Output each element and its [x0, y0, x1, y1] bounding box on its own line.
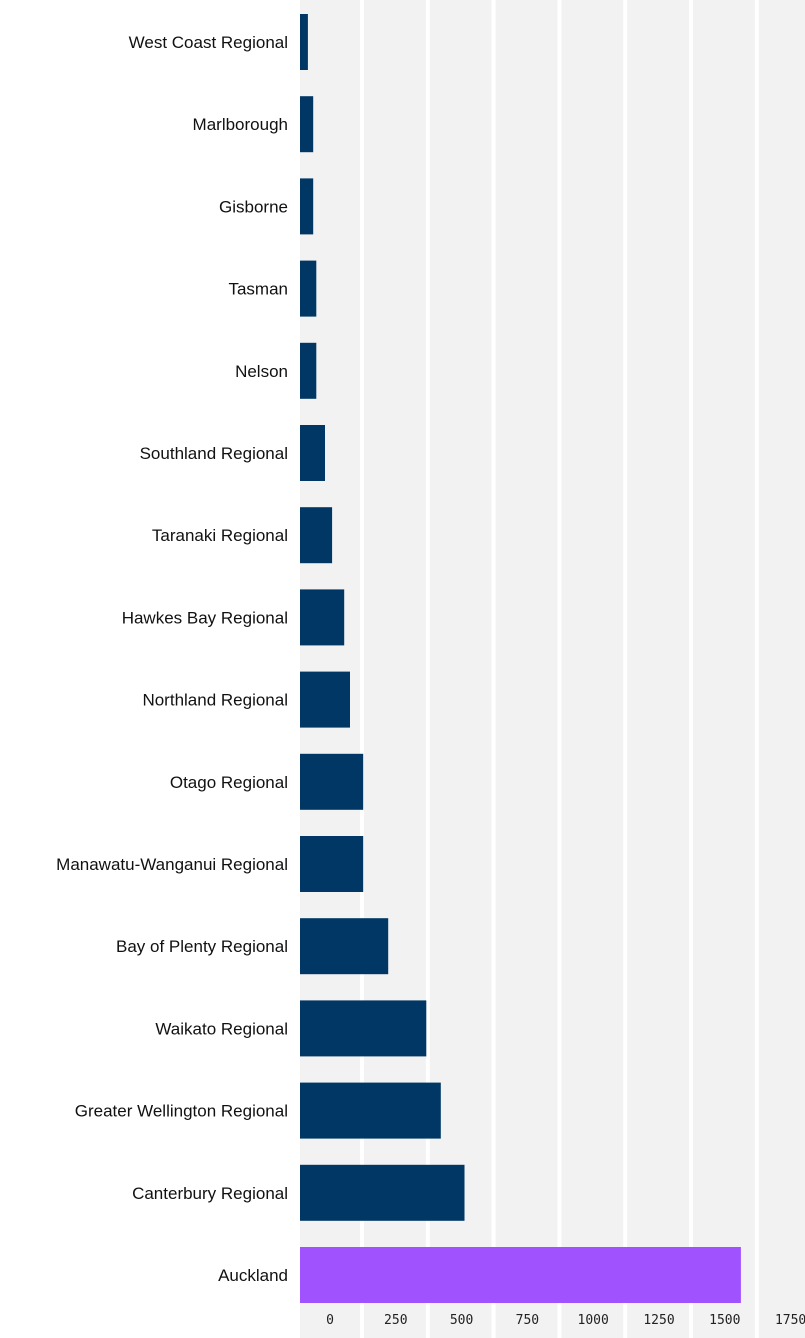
x-tick-label: 1500 [709, 1313, 740, 1328]
gridline [754, 0, 759, 1338]
x-axis-tick-labels: 0 250 500 750 1000 1250 1500 1750 [326, 1313, 805, 1328]
category-label: Tasman [228, 280, 288, 299]
category-label: Southland Regional [140, 444, 288, 463]
bar-canterbury-regional [300, 1164, 465, 1221]
category-label: Manawatu-Wanganui Regional [56, 855, 288, 874]
x-tick-label: 1000 [578, 1313, 609, 1328]
category-label: Canterbury Regional [132, 1184, 288, 1203]
gridlines [360, 0, 759, 1338]
category-label: Greater Wellington Regional [75, 1102, 288, 1121]
gridline [623, 0, 628, 1338]
gridline [557, 0, 562, 1338]
bar-auckland [300, 1247, 741, 1303]
x-tick-label: 500 [450, 1313, 473, 1328]
category-label: Hawkes Bay Regional [122, 608, 288, 627]
x-tick-label: 250 [384, 1313, 407, 1328]
x-tick-label: 1750 [775, 1313, 805, 1328]
category-label: Nelson [235, 362, 288, 381]
gridline [689, 0, 693, 1338]
bar-nelson [300, 342, 317, 399]
category-label: Waikato Regional [155, 1019, 288, 1038]
bars [300, 14, 741, 1303]
bar-manawatu-wanganui-regional [300, 836, 364, 892]
category-labels: West Coast Regional Marlborough Gisborne Ta… [56, 33, 288, 1285]
bar-greater-wellington-regional [300, 1082, 441, 1139]
bar-marlborough [300, 96, 314, 153]
bar-northland-regional [300, 671, 350, 728]
category-label: Bay of Plenty Regional [116, 937, 288, 956]
bar-otago-regional [300, 753, 364, 810]
gridline [491, 0, 496, 1338]
x-tick-label: 1250 [643, 1313, 674, 1328]
x-tick-label: 0 [326, 1313, 334, 1328]
x-tick-label: 750 [516, 1313, 539, 1328]
gridline [425, 0, 430, 1338]
bar-west-coast-regional [300, 14, 308, 70]
bar-waikato-regional [300, 1000, 427, 1057]
gridline [360, 0, 364, 1338]
category-label: Otago Regional [170, 773, 288, 792]
category-label: West Coast Regional [129, 33, 288, 52]
category-label: Marlborough [193, 115, 288, 134]
category-label: Northland Regional [142, 691, 288, 710]
category-label: Gisborne [219, 197, 288, 216]
bar-hawkes-bay-regional [300, 589, 345, 646]
bar-tasman [300, 260, 317, 317]
bar-taranaki-regional [300, 507, 333, 564]
bar-bay-of-plenty-regional [300, 918, 389, 975]
category-label: Auckland [218, 1266, 288, 1285]
bar-gisborne [300, 178, 314, 235]
bar-southland-regional [300, 425, 325, 481]
category-label: Taranaki Regional [152, 526, 288, 545]
